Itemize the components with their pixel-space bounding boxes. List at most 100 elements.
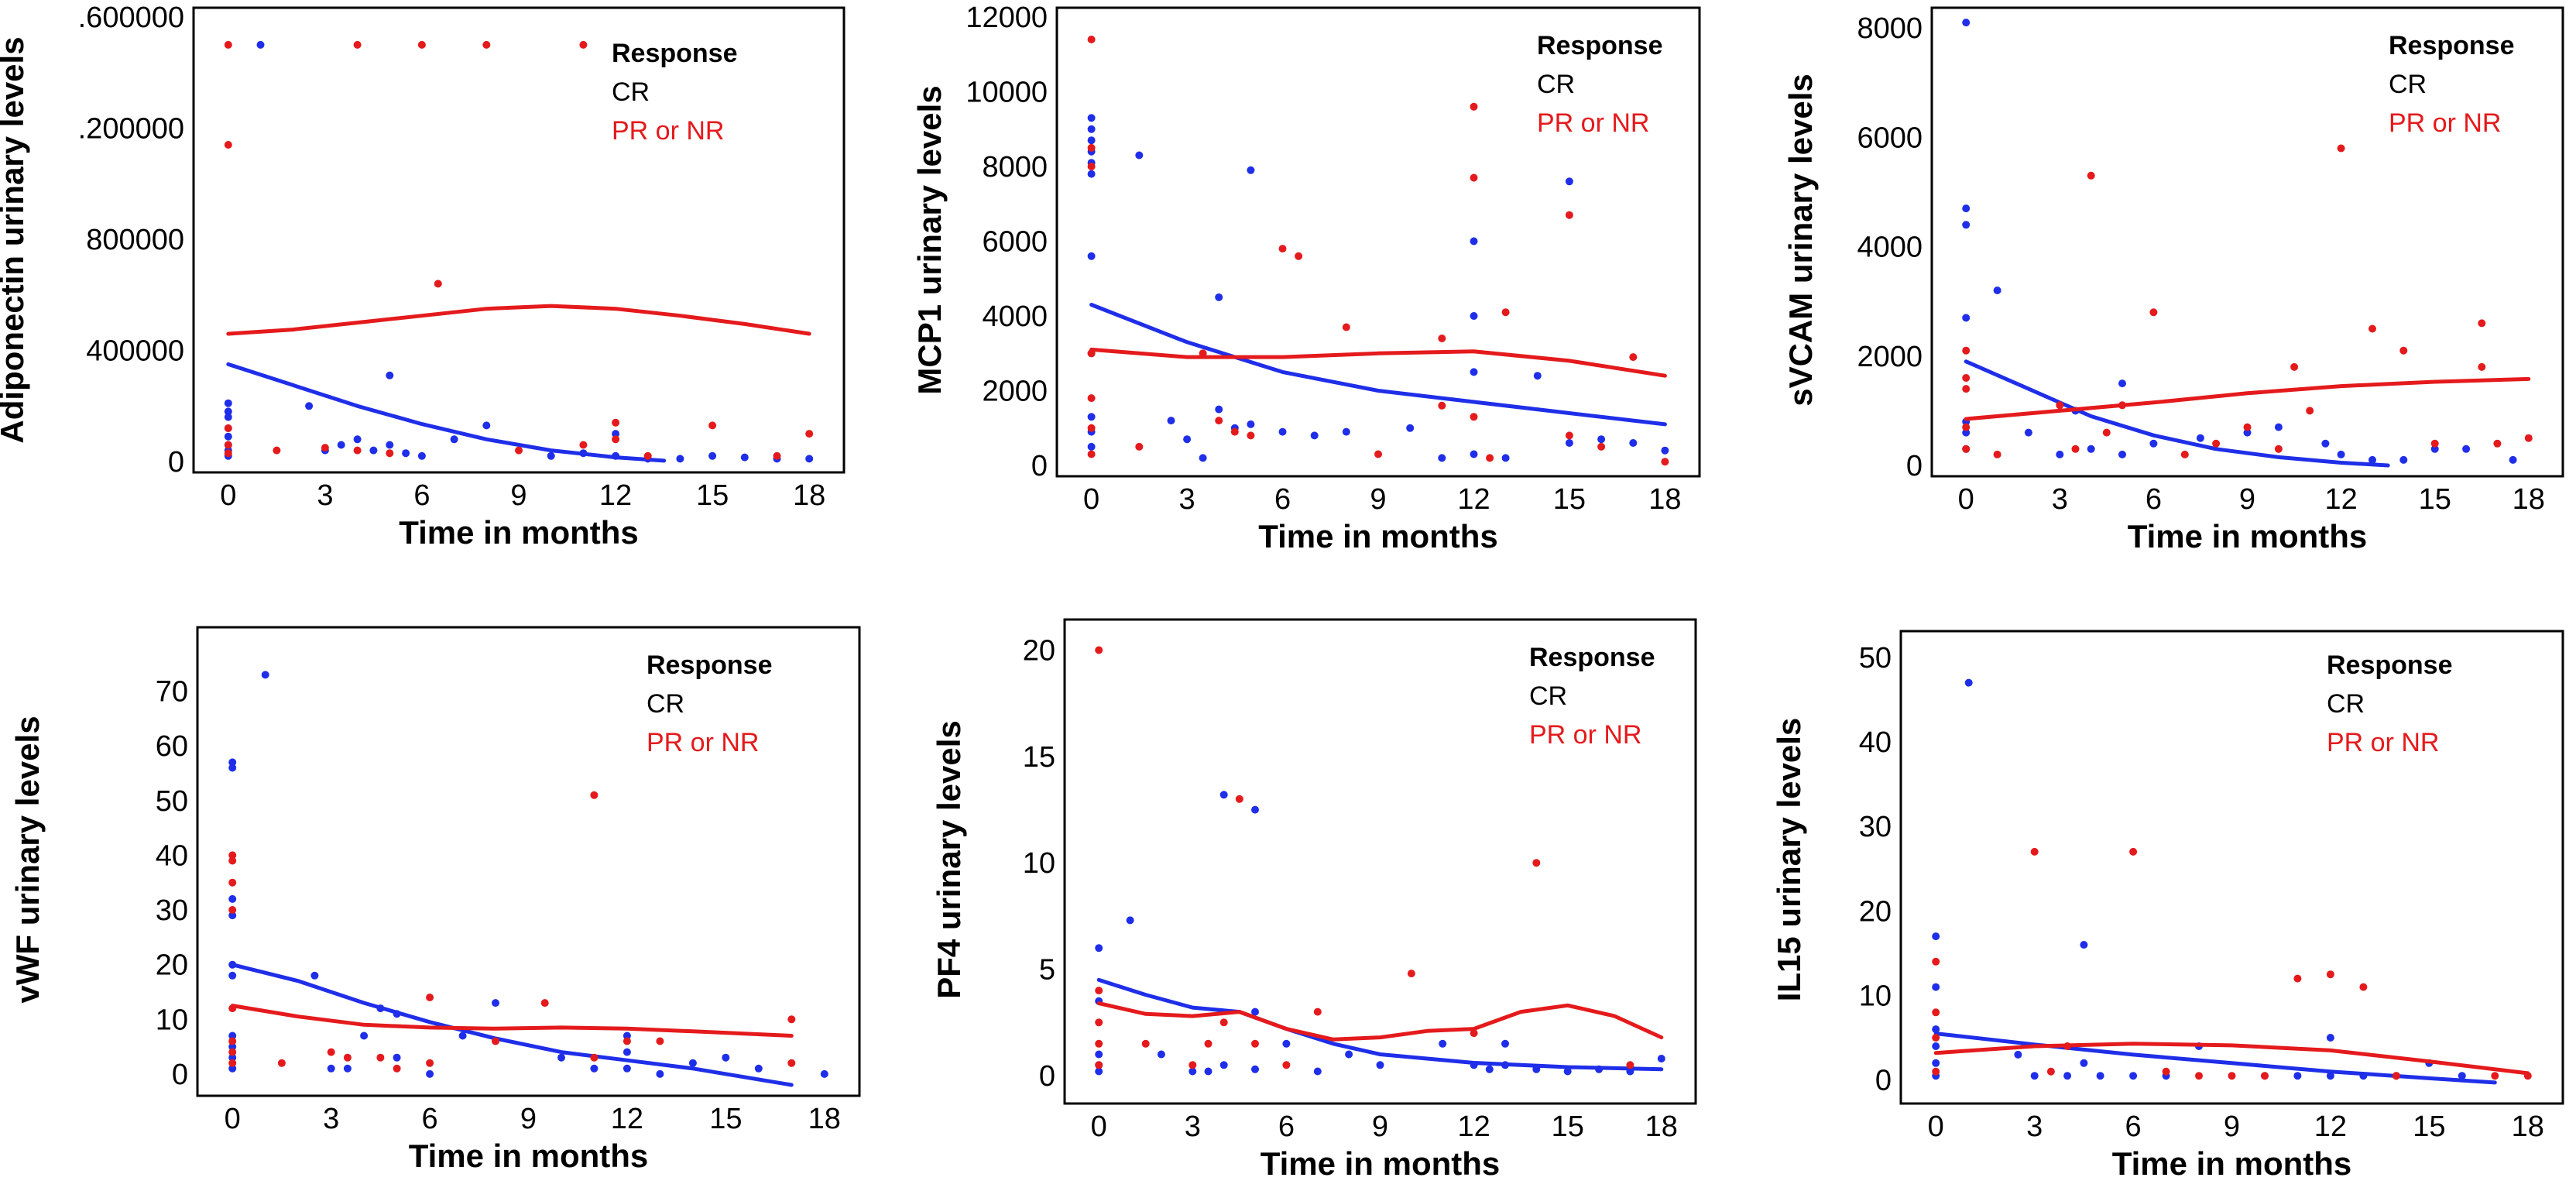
data-point [2321, 439, 2330, 448]
data-point [228, 911, 237, 920]
fit-curve [1096, 977, 1664, 1072]
fit-curve [226, 304, 811, 336]
x-tick-label: 9 [1372, 1110, 1388, 1143]
y-tick-label: 5 [1039, 954, 1055, 987]
y-tick-label: 20 [1023, 634, 1055, 667]
data-point [540, 999, 549, 1007]
data-point [2368, 324, 2376, 333]
data-point [2180, 450, 2189, 458]
data-point [722, 1053, 730, 1062]
legend-entry-cr: CR [647, 689, 684, 719]
data-point [2056, 401, 2064, 410]
data-point [1962, 428, 1971, 437]
y-tick-label: 0 [1906, 450, 1923, 482]
data-point [360, 1032, 369, 1040]
x-tick-label: 15 [2419, 483, 2451, 516]
x-tick-label: 18 [2513, 483, 2545, 516]
fit-curve [1964, 359, 2390, 468]
legend-entry-pr-nr: PR or NR [647, 728, 759, 757]
x-tick-label: 9 [1370, 483, 1386, 516]
data-point [1470, 1029, 1478, 1038]
legend-entry-cr: CR [1529, 681, 1567, 711]
data-point [1470, 450, 1478, 458]
data-point [2326, 1072, 2334, 1080]
x-tick-label: 15 [696, 479, 729, 512]
series-pr-or-nr [1962, 144, 2533, 458]
data-point [1235, 795, 1243, 803]
y-tick-label: 60 [156, 730, 188, 763]
x-tick-label: 0 [1928, 1110, 1944, 1143]
data-point [305, 402, 314, 410]
data-point [261, 671, 269, 679]
data-point [343, 1053, 352, 1062]
data-point [376, 1053, 385, 1062]
y-tick-label: .600000 [78, 2, 184, 34]
data-point [1407, 970, 1415, 978]
data-point [688, 1059, 697, 1067]
data-point [224, 424, 232, 432]
x-tick-label: 12 [599, 479, 632, 512]
legend-title: Response [1529, 643, 1655, 672]
data-point [1087, 125, 1096, 133]
x-tick-label: 0 [1083, 483, 1099, 516]
data-point [228, 906, 237, 914]
data-point [1533, 372, 1542, 380]
data-point [1087, 394, 1096, 403]
data-point [773, 451, 781, 460]
data-point [1310, 431, 1319, 440]
data-point [1230, 427, 1239, 436]
data-point [2080, 1059, 2088, 1067]
data-point [1438, 335, 1446, 342]
data-point [426, 1069, 434, 1078]
data-point [1087, 450, 1096, 458]
data-point [353, 435, 362, 444]
legend: Response CR PR or NR [1529, 643, 1655, 750]
data-point [2430, 445, 2439, 453]
data-point [228, 894, 237, 903]
data-point [2478, 319, 2486, 328]
data-point [1438, 401, 1446, 410]
y-axis-label: MCP1 urinary levels [911, 85, 948, 394]
data-point [787, 1059, 796, 1067]
data-point [2063, 1072, 2072, 1080]
data-point [224, 449, 232, 458]
plot-frame [1930, 6, 2564, 478]
legend: Response CR PR or NR [612, 39, 738, 146]
x-tick-label: 15 [2413, 1110, 2445, 1143]
y-axis-label: PF4 urinary levels [931, 720, 967, 999]
data-point [1157, 1050, 1165, 1059]
data-point [1470, 237, 1478, 245]
data-point [643, 451, 652, 460]
y-tick-label: 10 [1859, 980, 1892, 1012]
data-point [1095, 1018, 1103, 1027]
x-tick-label: 0 [220, 479, 236, 512]
data-point [1219, 1061, 1228, 1069]
x-tick-label: 6 [422, 1103, 438, 1135]
data-point [224, 399, 232, 407]
data-point [2149, 439, 2158, 448]
x-tick-label: 3 [1178, 483, 1195, 516]
data-point [1189, 1061, 1197, 1069]
x-tick-label: 12 [2324, 483, 2357, 516]
series-pr-or-nr [1932, 847, 2532, 1080]
data-point [426, 1059, 434, 1067]
x-tick-label: 6 [1278, 1110, 1295, 1143]
chart-panel-5: 0 5 10 15 20 0 3 6 9 12 15 18 Time in months PF4 urin… [931, 618, 1697, 1182]
series-pr-or-nr [1095, 646, 1664, 1069]
data-point [1167, 417, 1175, 425]
data-point [2399, 455, 2408, 464]
data-point [2326, 970, 2334, 979]
legend-entry-pr-nr: PR or NR [1529, 720, 1641, 750]
data-point [1251, 1039, 1259, 1048]
data-point [1087, 136, 1096, 145]
plot-frame [192, 6, 846, 474]
data-point [492, 1037, 499, 1045]
x-tick-label: 12 [1457, 483, 1490, 516]
data-point [623, 1032, 631, 1040]
plot-frame [1899, 630, 2564, 1105]
fit-curve [226, 362, 667, 463]
data-point [2392, 1072, 2400, 1080]
y-tick-label: 70 [156, 676, 188, 709]
data-point [417, 451, 426, 460]
data-point [623, 1064, 631, 1073]
